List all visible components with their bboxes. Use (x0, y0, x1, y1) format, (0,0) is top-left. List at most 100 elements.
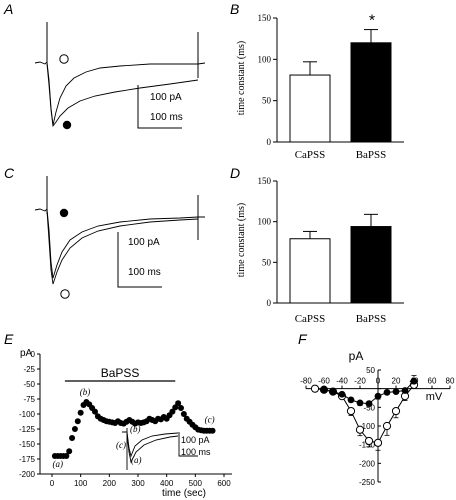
panel-b-bar-capss (289, 74, 331, 143)
panel-f-filled-point (383, 389, 391, 396)
panel-b-ytick-label: 50 (262, 96, 272, 106)
panel-d-ytick-label: 50 (262, 257, 272, 267)
panel-letter-d: D (230, 165, 240, 181)
panel-b-cat-capss: CaPSS (295, 149, 326, 161)
panel-f-xtick-label: -20 (354, 377, 366, 386)
panel-b-ytick-label: 0 (267, 137, 272, 147)
panel-d-ytick-label: 150 (258, 176, 272, 186)
panel-c-open-marker (60, 289, 70, 299)
panel-f-filled-point (410, 377, 418, 385)
panel-d-bar-bapss (350, 226, 392, 304)
panel-f-filled-point (356, 399, 364, 407)
panel-e-xtick-label: 300 (131, 479, 145, 488)
panel-f-open-point (364, 436, 374, 446)
panel-f-filled-point (347, 396, 355, 404)
panel-f-ytick-label: -250 (359, 478, 376, 487)
panel-e-ytick-label: -25 (23, 365, 35, 374)
panel-letter-e: E (4, 331, 14, 347)
panel-e-inset-label-c: (c) (116, 440, 126, 450)
panel-c-trace-open (46, 210, 199, 285)
panel-e-ytick-label: -50 (23, 380, 35, 389)
panel-e-xtick-label: 100 (74, 479, 88, 488)
panel-f-open-point (310, 384, 320, 393)
panel-f-open-point (346, 406, 356, 416)
panel-f-filled-point (329, 388, 337, 396)
panel-a-scale-pa: 100 pA (150, 92, 182, 103)
panel-f-ylabel: pA (349, 349, 364, 363)
panel-e-xtick-label: 200 (103, 479, 117, 488)
panel-f-chart: pA mV -80-60-40-2002040608050-50-100-150… (300, 349, 455, 487)
panel-e-inset-scale-bar (178, 432, 198, 457)
panel-f-open-point (373, 438, 383, 447)
panel-f-filled-point (374, 392, 382, 400)
panel-f-ytick-label: -150 (359, 441, 376, 450)
panel-f-open-point (382, 421, 392, 431)
panel-e-point-label: (a) (52, 459, 63, 469)
panel-f-ytick-label: -200 (359, 459, 376, 468)
panel-e-point (169, 408, 176, 415)
panel-e-ytick-label: -125 (19, 425, 36, 434)
panel-f-ytick-label: 50 (366, 366, 375, 375)
panel-e-ytick-label: -175 (19, 455, 36, 464)
panel-e-xlabel: time (sec) (162, 488, 206, 499)
panel-e-inset-trace-2 (126, 433, 179, 464)
panel-d-chart: time constant (ms) CaPSS BaPSS 0 50 100 150 (236, 176, 404, 325)
panel-b-ytick-label: 100 (258, 54, 272, 64)
panel-a-traces: 100 pA 100 ms (34, 22, 206, 130)
panel-f-filled-point (392, 388, 400, 396)
panel-f-filled-point (320, 386, 328, 394)
panel-e-inset: (b) (c) (a) 100 pA 100 ms (116, 424, 211, 470)
panel-b-bar-bapss (350, 42, 392, 143)
panel-b-ylabel: time constant (ms) (236, 41, 247, 115)
panel-e-inset-label-a: (a) (131, 455, 142, 465)
panel-e-ytick-label: 0 (31, 350, 36, 359)
panel-d-cat-bapss: BaPSS (356, 313, 387, 325)
panel-f-ytick-label: -50 (363, 403, 375, 412)
panel-f-filled-point (338, 390, 346, 398)
panel-e-point (92, 408, 98, 415)
panel-f-open-point (391, 406, 401, 416)
panel-e-bapss-label: BaPSS (101, 366, 140, 380)
panel-e-inset-trace-1 (122, 431, 179, 458)
panel-b-chart: time constant (ms) CaPSS BaPSS * 0 50 100 1… (236, 13, 404, 161)
panel-e-point (178, 405, 184, 411)
panel-a-filled-marker (62, 120, 72, 130)
panel-f-open-point (355, 425, 365, 434)
panel-f-xtick-label: 20 (392, 377, 401, 386)
panel-letter-f: F (298, 331, 308, 347)
panel-f-xtick-label: -80 (300, 377, 312, 386)
panel-e-point (180, 411, 187, 417)
panel-e-xtick-label: 600 (217, 479, 231, 488)
panel-d-ytick-label: 100 (258, 217, 272, 227)
panel-e-point (209, 427, 216, 434)
panel-b-cat-bapss: BaPSS (356, 149, 387, 161)
panel-b-ytick-label: 150 (258, 13, 272, 23)
panel-e-point-label: (b) (80, 387, 91, 397)
panel-f-xlabel: mV (426, 391, 443, 403)
panel-c-scale-bar (117, 232, 162, 288)
panel-e-inset-scale-pa: 100 pA (181, 435, 210, 445)
panel-letter-a: A (3, 1, 13, 17)
panel-f-filled-point (365, 400, 373, 407)
panel-e-xtick-label: 400 (160, 479, 174, 488)
panel-e-chart: pA time (sec) BaPSS (b) (c) (a) 100 pA 1… (19, 348, 232, 499)
panel-e-point (74, 418, 81, 425)
panel-e-point (71, 426, 78, 432)
panel-a-scale-bar (137, 85, 182, 129)
panel-a-scale-ms: 100 ms (150, 112, 183, 123)
panel-e-inset-scale-ms: 100 ms (181, 447, 211, 457)
panel-c-scale-pa: 100 pA (128, 237, 160, 248)
panel-e-point (77, 409, 84, 416)
panel-e-point (63, 453, 70, 459)
panel-e-xtick-label: 500 (189, 479, 203, 488)
panel-a-open-marker (59, 54, 69, 64)
panel-e-ytick-label: -200 (19, 470, 36, 479)
panel-d-ylabel: time constant (ms) (236, 203, 247, 277)
panel-f-xtick-label: 80 (446, 377, 455, 386)
panel-c-traces: 100 pA 100 ms (34, 176, 205, 299)
panel-e-point (172, 404, 179, 411)
panel-b-significance-star: * (369, 13, 375, 30)
panel-e-ylabel: pA (20, 348, 33, 359)
panel-a-trace-filled (46, 63, 199, 128)
